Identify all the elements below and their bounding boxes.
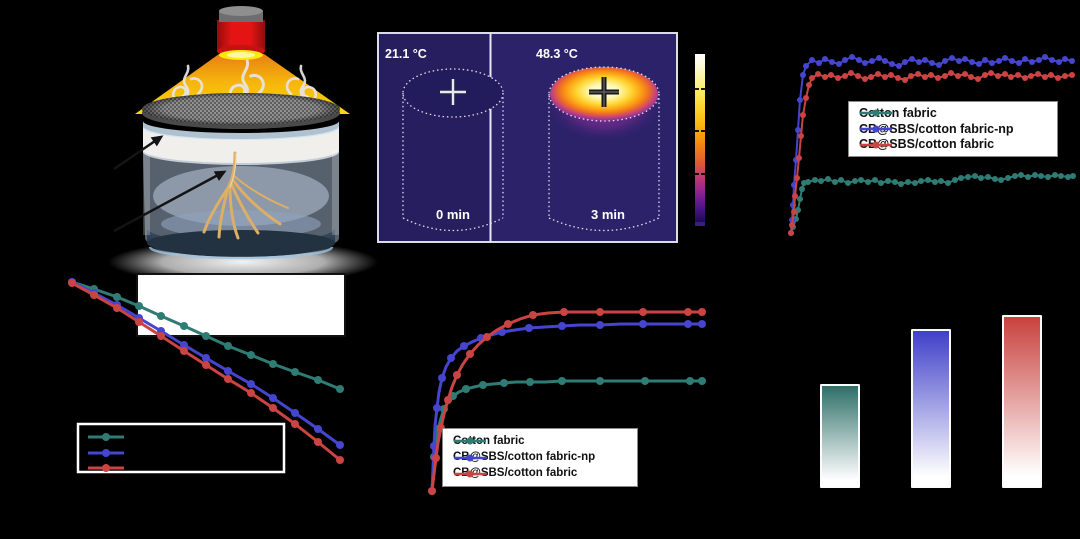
mass-change-chart	[68, 273, 346, 474]
time-label-right: 3 min	[591, 207, 625, 222]
temp-label-left: 21.1 °C	[385, 47, 427, 61]
glass-vessel	[143, 121, 339, 260]
legend-item: Cotton fabric	[453, 434, 631, 448]
legend-swatch	[454, 454, 486, 461]
thermal-image-panel: 21.1 °C 0 min 48.3 °C 3 min	[377, 32, 705, 243]
legend-item: Cotton fabric	[859, 107, 1051, 120]
legend-label: CB@SBS/cotton fabric	[859, 137, 995, 152]
temperature-colorbar	[695, 54, 705, 226]
legend-label: CB@SBS/cotton fabric-np	[453, 450, 596, 463]
bar-cbsbs-cotton-np	[911, 329, 951, 488]
plant-roots	[202, 151, 289, 240]
legend-swatch	[454, 470, 486, 478]
thermal-frame	[377, 32, 678, 243]
surface-temperature-chart	[788, 54, 1076, 236]
legend-item: CB@SBS/cotton fabric	[859, 138, 1051, 151]
legend-swatch	[860, 141, 892, 149]
time-label-left: 0 min	[436, 207, 470, 222]
bar-cotton-fabric	[820, 384, 860, 488]
legend-label: CB@SBS/cotton fabric-np	[859, 121, 1014, 136]
fabric-disc	[142, 93, 340, 129]
legend-item: CB@SBS/cotton fabric-np	[859, 123, 1051, 136]
legend-d	[76, 422, 286, 474]
legend-swatch	[860, 109, 892, 117]
inset-white-box	[136, 273, 346, 337]
evaporation-setup-illustration	[108, 6, 378, 284]
thermal-image-3min: 48.3 °C 3 min	[536, 47, 662, 232]
legend-top-right: Cotton fabric CB@SBS/cotton fabric-np CB…	[848, 101, 1058, 157]
temp-label-right: 48.3 °C	[536, 47, 578, 61]
legend-label: Cotton fabric	[859, 106, 937, 121]
legend-item: CB@SBS/cotton fabric-np	[453, 450, 631, 464]
annotation-arrows	[113, 135, 227, 233]
legend-swatch-cotton	[88, 433, 124, 441]
heating-curve-chart	[428, 308, 706, 495]
legend-label: Cotton fabric	[453, 434, 525, 447]
legend-swatch	[860, 125, 892, 133]
bar-cbsbs-cotton	[1002, 315, 1042, 488]
solar-lamp	[217, 6, 265, 60]
evaporation-rate-bar-chart	[780, 280, 1080, 488]
legend-bottom-middle: Cotton fabric CB@SBS/cotton fabric-np CB…	[442, 428, 638, 487]
legend-swatch-fabric	[88, 464, 124, 472]
legend-label: CB@SBS/cotton fabric	[453, 466, 578, 479]
thermal-image-0min: 21.1 °C 0 min	[385, 47, 504, 232]
legend-swatch	[454, 437, 486, 445]
legend-swatch-np	[88, 449, 124, 457]
legend-item: CB@SBS/cotton fabric	[453, 466, 631, 480]
